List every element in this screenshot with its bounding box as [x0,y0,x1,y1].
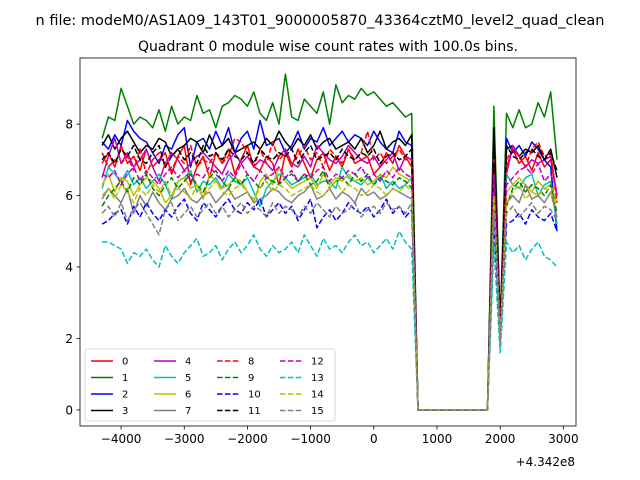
series-line-14 [101,180,558,411]
legend-label-5: 5 [185,373,191,384]
x-tick-label: 0 [370,432,378,446]
legend-label-15: 15 [311,406,324,417]
figure-suptitle: n file: modeM0/AS1A09_143T01_9000005870_… [36,13,605,29]
legend-label-2: 2 [122,390,128,401]
series-line-8 [101,130,558,411]
x-tick-label: −1000 [290,432,331,446]
plot-area: −4000 −3000 −2000 −1000 0 1000 2000 3000 0 2 4 6 8 0 1… [65,57,579,446]
series-line-13 [102,230,558,411]
x-tick-label: −4000 [101,432,142,446]
x-tick-label: −3000 [164,432,205,446]
x-tick-label: −2000 [227,432,268,446]
legend-label-3: 3 [122,406,128,417]
legend-label-10: 10 [248,390,261,401]
legend-label-14: 14 [311,390,324,401]
y-tick-label: 4 [65,261,73,275]
x-tick-label: 1000 [422,432,453,446]
legend-label-4: 4 [185,357,191,368]
y-tick-label: 0 [65,403,73,417]
legend-label-11: 11 [248,406,261,417]
y-tick-label: 2 [65,332,73,346]
series-line-15 [101,201,558,411]
x-offset-label: +4.342e8 [516,455,575,469]
series-lines [101,73,558,411]
legend-label-8: 8 [248,357,254,368]
legend-label-13: 13 [311,373,324,384]
legend-label-7: 7 [185,406,191,417]
legend-label-1: 1 [122,373,128,384]
x-tick-label: 3000 [548,432,579,446]
legend-label-6: 6 [185,390,191,401]
legend-label-9: 9 [248,373,254,384]
x-tick-label: 2000 [485,432,516,446]
legend-label-0: 0 [122,357,128,368]
y-tick-label: 6 [65,189,73,203]
axes-frame [79,57,577,427]
y-tick-label: 8 [65,118,73,132]
chart-title: Quadrant 0 module wise count rates with … [138,39,518,55]
legend-box [84,348,336,422]
legend-label-12: 12 [311,357,324,368]
